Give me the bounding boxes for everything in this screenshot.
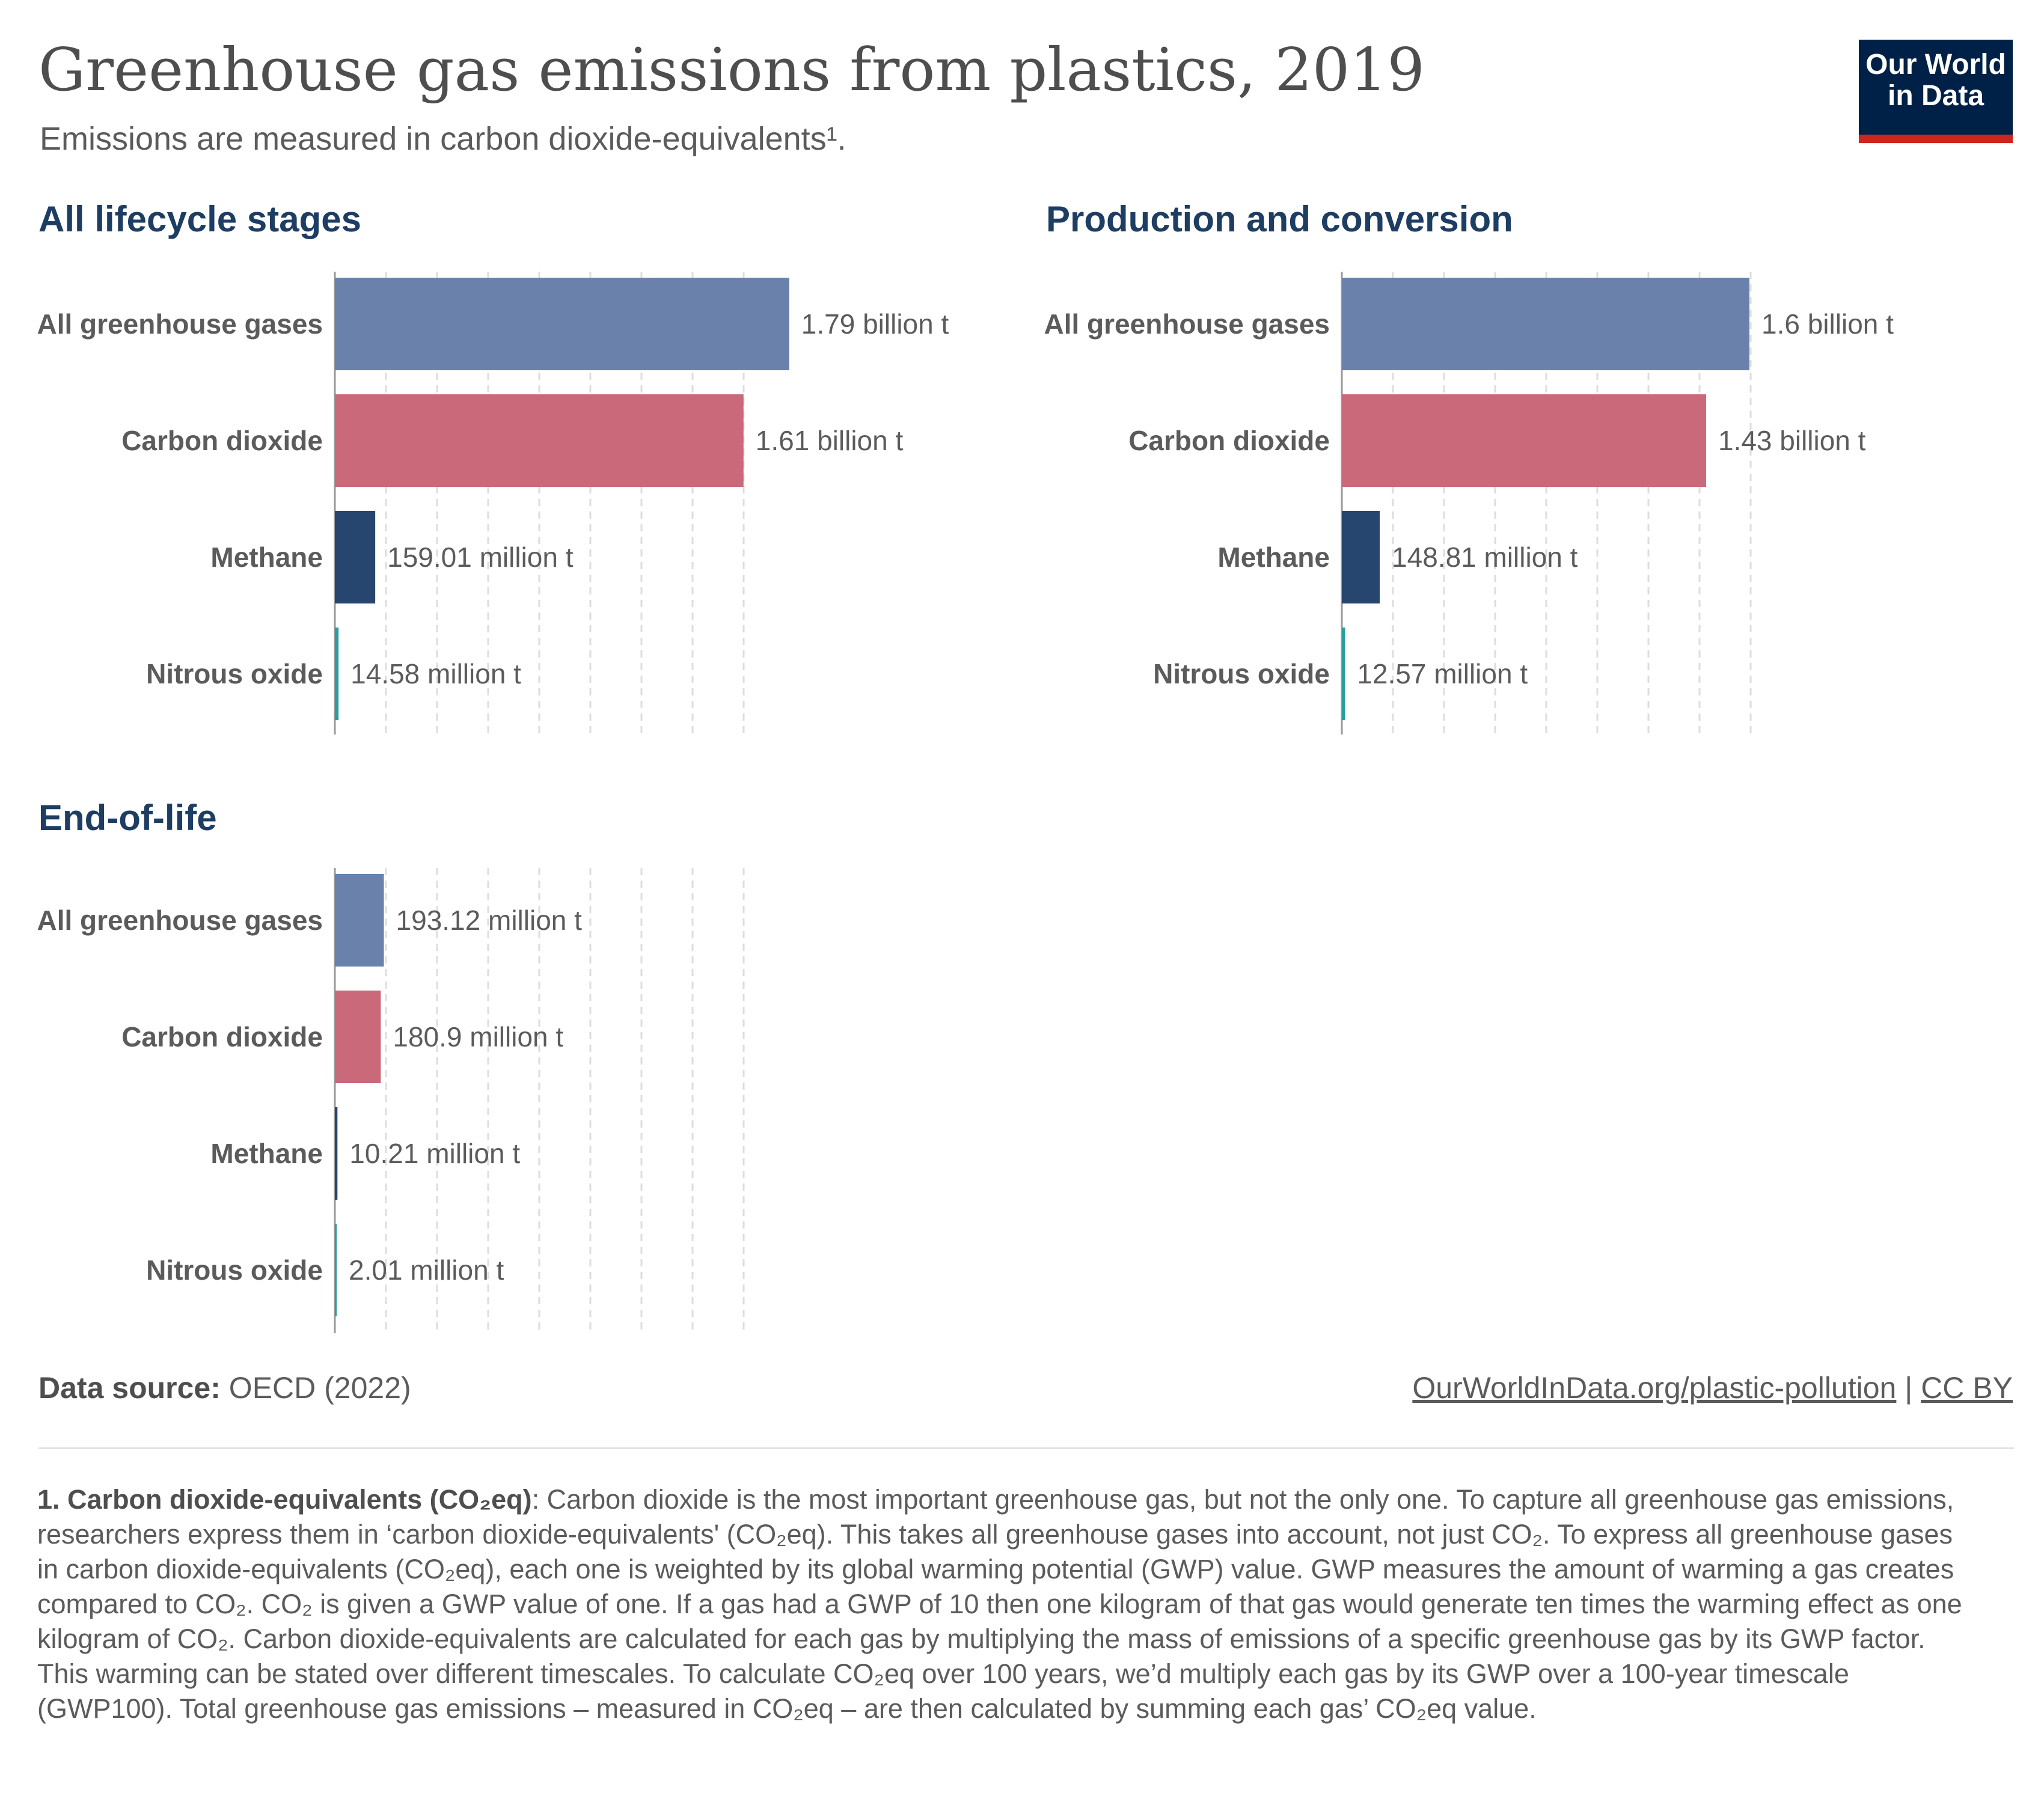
bar-carbon-dioxide xyxy=(1342,394,1706,487)
value-label: 12.57 million t xyxy=(1357,658,1528,689)
value-label: 1.61 billion t xyxy=(756,425,904,456)
bar-nitrous-oxide xyxy=(335,1224,337,1316)
category-label: Methane xyxy=(1217,542,1330,573)
value-label: 2.01 million t xyxy=(349,1254,504,1286)
value-label: 159.01 million t xyxy=(387,542,574,573)
footnote-text: : Carbon dioxide is the most important g… xyxy=(37,1484,1962,1724)
license-link[interactable]: CC BY xyxy=(1921,1371,2013,1405)
category-label: Methane xyxy=(210,1138,323,1169)
footer-divider xyxy=(38,1447,2014,1449)
owid-logo[interactable]: Our World in Data xyxy=(1859,40,2013,143)
value-label: 1.79 billion t xyxy=(801,308,949,340)
chart-title: Greenhouse gas emissions from plastics, … xyxy=(38,36,1425,105)
footnote: 1. Carbon dioxide-equivalents (CO₂eq): C… xyxy=(37,1482,1979,1726)
category-label: Nitrous oxide xyxy=(1153,658,1330,689)
value-label: 148.81 million t xyxy=(1392,542,1578,573)
category-label: Carbon dioxide xyxy=(1128,425,1330,456)
value-label: 1.6 billion t xyxy=(1761,308,1894,340)
category-label: Nitrous oxide xyxy=(146,658,323,689)
category-label: Carbon dioxide xyxy=(121,1021,323,1052)
value-label: 180.9 million t xyxy=(393,1021,563,1052)
category-label: All greenhouse gases xyxy=(37,308,323,340)
charts-area: All greenhouse gases 1.79 billion t Carbon… xyxy=(37,272,1894,1333)
bar-carbon-dioxide xyxy=(335,394,744,487)
category-label: Nitrous oxide xyxy=(146,1254,323,1286)
value-label: 193.12 million t xyxy=(396,905,583,936)
panel-title-all-lifecycle: All lifecycle stages xyxy=(38,199,361,239)
category-label: Carbon dioxide xyxy=(121,425,323,456)
panel-title-end-of-life: End-of-life xyxy=(38,798,217,838)
bar-methane xyxy=(335,511,376,603)
bar-nitrous-oxide xyxy=(1342,628,1345,720)
data-source: Data source: OECD (2022) xyxy=(38,1370,411,1405)
category-label: All greenhouse gases xyxy=(37,905,323,936)
source-label: Data source: xyxy=(38,1371,221,1405)
bar-methane xyxy=(335,1107,338,1200)
bar-nitrous-oxide xyxy=(335,628,339,720)
value-label: 10.21 million t xyxy=(349,1138,520,1169)
category-label: All greenhouse gases xyxy=(1044,308,1330,340)
bar-all-greenhouse-gases xyxy=(335,874,384,967)
bar-carbon-dioxide xyxy=(335,991,381,1083)
logo-line-1: Our World xyxy=(1865,49,2006,81)
category-label: Methane xyxy=(210,542,323,573)
source-value: OECD (2022) xyxy=(228,1371,411,1405)
logo-line-2: in Data xyxy=(1887,80,1984,112)
link-separator: | xyxy=(1905,1371,1913,1405)
bar-all-greenhouse-gases xyxy=(335,278,789,370)
bar-all-greenhouse-gases xyxy=(1342,278,1749,370)
value-label: 14.58 million t xyxy=(350,658,521,689)
footnote-term: 1. Carbon dioxide-equivalents (CO₂eq) xyxy=(37,1484,532,1515)
source-link[interactable]: OurWorldInData.org/plastic-pollution xyxy=(1412,1371,1897,1405)
value-label: 1.43 billion t xyxy=(1718,425,1866,456)
panel-title-production: Production and conversion xyxy=(1046,199,1513,239)
footer-links: OurWorldInData.org/plastic-pollution | C… xyxy=(1412,1370,2013,1405)
chart-subtitle: Emissions are measured in carbon dioxide… xyxy=(40,121,846,157)
bar-methane xyxy=(1342,511,1380,603)
